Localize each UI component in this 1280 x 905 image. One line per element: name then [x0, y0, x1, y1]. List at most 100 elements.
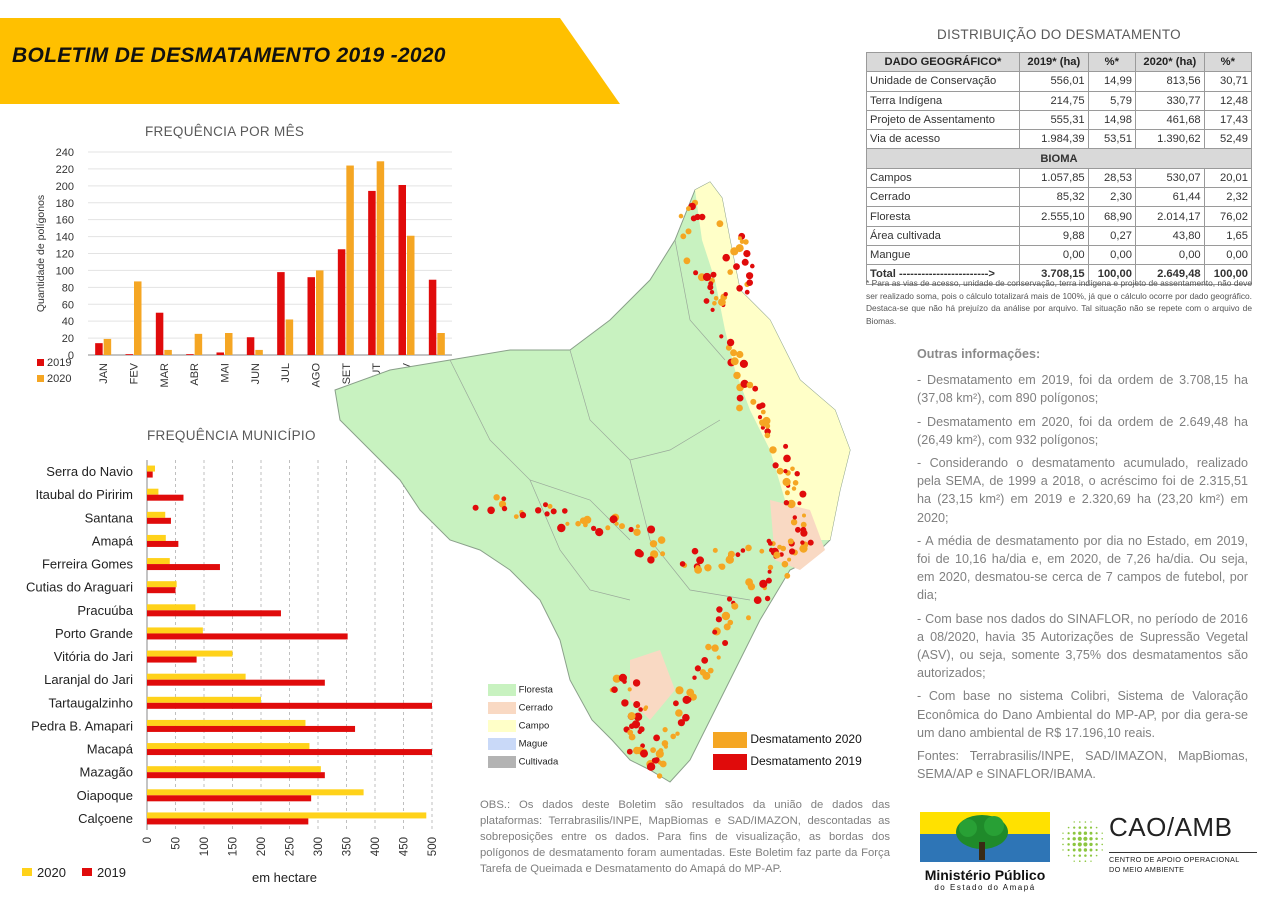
amapa-map [334, 181, 851, 783]
deforestation-dot [660, 551, 666, 557]
table-header: DADO GEOGRÁFICO* [866, 51, 1020, 73]
page-title: BOLETIM DE DESMATAMENTO 2019 -2020 [12, 44, 446, 67]
x-tick-label: 50 [171, 837, 183, 850]
bar-2020-laranjal-do-jari [147, 673, 246, 680]
deforestation-dot [790, 466, 795, 472]
map-campo-area [695, 182, 850, 540]
deforestation-dot [692, 675, 697, 680]
deforestation-dot [787, 538, 794, 545]
cao-dot [1078, 826, 1082, 829]
deforestation-dot [565, 521, 570, 526]
cao-dot [1067, 848, 1070, 852]
y-tick-label: Santana [85, 510, 134, 525]
table-row-label: Floresta [866, 206, 1020, 227]
deforestation-dot [657, 536, 666, 544]
legend-swatch-2020 [713, 732, 747, 748]
y-tick-label: Tartaugalzinho [48, 695, 133, 710]
table-row-label: Mangue [866, 244, 1020, 266]
legend-label-mangue: Mague [518, 738, 548, 750]
y-tick-label: Mazagão [80, 765, 133, 780]
deforestation-dot [650, 747, 656, 753]
table-cell: 0,00 [1203, 244, 1253, 266]
x-tick-label: 250 [285, 837, 297, 856]
cao-dot [1077, 836, 1082, 841]
deforestation-dot [731, 602, 739, 610]
deforestation-dot [764, 595, 771, 602]
table-cell: 0,00 [1134, 244, 1205, 266]
x-tick-label: ABR [189, 363, 201, 386]
bar-2019-fev [125, 354, 133, 355]
deforestation-dot [501, 496, 507, 502]
map-deforestation-legend: Desmatamento 2020 Desmatamento 2019 [713, 732, 862, 776]
y-tick-label: 40 [62, 316, 74, 328]
bar-2019-laranjal-do-jari [147, 679, 325, 686]
deforestation-dot [723, 623, 731, 631]
table-header: 2020* (ha) [1134, 51, 1205, 73]
bar-2020-mar [164, 349, 172, 355]
y-tick-label: 220 [56, 164, 74, 176]
table-cell: 0,27 [1087, 225, 1136, 246]
bar-2020-oiapoque [147, 789, 364, 796]
deforestation-dot [579, 517, 587, 524]
deforestation-dot [628, 526, 634, 533]
cao-dot [1095, 832, 1098, 835]
x-tick-label: 500 [427, 837, 439, 856]
x-axis-label: em hectare [252, 870, 317, 885]
bar-2019-mai [216, 352, 224, 355]
table-row-label: Via de acesso [866, 129, 1020, 150]
cao-logo: CAO/AMB CENTRO DE APOIO OPERACIONAL DO M… [1057, 812, 1257, 888]
y-tick-label: Laranjal do Jari [44, 672, 133, 687]
deforestation-dot [716, 220, 724, 228]
y-tick-label: 80 [62, 282, 74, 294]
table-cell: 556,01 [1018, 71, 1089, 92]
deforestation-dot [776, 467, 784, 475]
deforestation-dot [694, 213, 701, 221]
bar-2019-porto-grande [147, 633, 348, 640]
deforestation-dot [619, 523, 625, 530]
legend-label-cerrado: Cerrado [518, 702, 553, 714]
mp-logo-title: Ministério Público [924, 867, 1046, 883]
deforestation-dot [727, 269, 733, 275]
x-tick-label: JAN [98, 363, 110, 384]
cao-dot [1095, 843, 1098, 846]
cao-dot [1084, 821, 1087, 823]
deforestation-dot [562, 508, 568, 514]
table-row: Campos 1.057,85 28,53 530,07 20,01 [866, 167, 1253, 189]
title-banner [0, 18, 620, 104]
deforestation-dot [710, 271, 717, 278]
bar-2020-fev [134, 281, 142, 355]
deforestation-dot [765, 577, 772, 584]
deforestation-dot [716, 606, 723, 613]
table-header: 2019* (ha) [1018, 51, 1089, 73]
deforestation-dot [544, 511, 550, 517]
y-tick-label: 0 [68, 350, 74, 362]
deforestation-dot [736, 285, 743, 292]
deforestation-dot [719, 334, 724, 339]
deforestation-dot [646, 762, 656, 771]
deforestation-dot [767, 569, 772, 574]
deforestation-dot [678, 213, 684, 219]
table-cell: 0,00 [1018, 244, 1089, 266]
cao-dot [1095, 826, 1098, 829]
deforestation-dot [686, 206, 691, 212]
table-cell: 20,01 [1203, 167, 1253, 189]
bar-2020-ferreira-gomes [147, 558, 170, 565]
deforestation-dot [730, 349, 738, 357]
y-tick-label: 100 [56, 265, 74, 277]
bar-2019-macap- [147, 749, 432, 756]
deforestation-dot [704, 564, 712, 572]
deforestation-dot [707, 667, 714, 674]
cao-dot [1078, 854, 1082, 857]
deforestation-dot [726, 338, 735, 347]
bar-2019-amap- [147, 540, 179, 547]
deforestation-dot [747, 582, 756, 591]
bar-2020-ago [316, 270, 324, 355]
deforestation-dot [661, 740, 669, 747]
legend-swatch-2019 [37, 359, 44, 366]
deforestation-dot [745, 544, 752, 552]
deforestation-dot [752, 385, 759, 392]
info-item: - Com base no sistema Colibri, Sistema d… [917, 689, 1248, 740]
deforestation-dot [716, 655, 721, 660]
deforestation-dot [792, 480, 799, 486]
deforestation-dot [722, 640, 729, 646]
